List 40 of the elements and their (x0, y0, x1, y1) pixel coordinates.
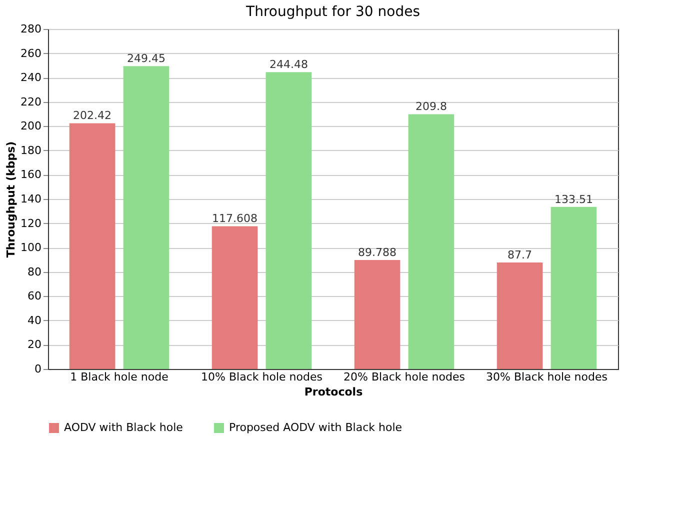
bar (550, 206, 597, 369)
data-label: 87.7 (508, 248, 532, 262)
y-tick-label: 200 (20, 120, 42, 133)
data-label: 244.48 (269, 58, 308, 72)
y-tick-label: 100 (20, 241, 42, 254)
x-tick-label: 30% Black hole nodes (486, 370, 608, 384)
y-tick-label: 140 (20, 192, 42, 206)
y-tick-label: 160 (20, 168, 42, 182)
y-tick-label: 240 (20, 71, 42, 84)
bar (354, 260, 400, 369)
y-tick-label: 60 (28, 290, 42, 303)
y-tick-label: 40 (28, 314, 42, 327)
legend-label: Proposed AODV with Black hole (229, 421, 402, 434)
data-label: 89.788 (358, 246, 397, 259)
x-tick-label: 10% Black hole nodes (201, 370, 323, 384)
chart-title: Throughput for 30 nodes (245, 4, 420, 20)
data-label: 249.45 (126, 52, 166, 66)
y-axis-title: Throughput (kbps) (4, 141, 18, 258)
y-tick-label: 20 (28, 338, 42, 352)
bar (123, 66, 170, 369)
y-tick-label: 280 (20, 22, 42, 36)
data-label: 209.8 (415, 100, 447, 114)
x-tick-label: 1 Black hole node (70, 370, 169, 384)
bar (266, 72, 312, 369)
x-axis-title: Protocols (304, 386, 364, 398)
legend-label: AODV with Black hole (64, 421, 184, 434)
bar (212, 226, 258, 369)
y-tick-label: 120 (20, 216, 42, 230)
y-tick-label: 260 (20, 46, 42, 60)
data-label: 202.42 (73, 109, 112, 122)
data-label: 133.51 (554, 192, 593, 206)
y-tick-label: 220 (20, 95, 42, 108)
y-tick-label: 0 (34, 362, 42, 376)
bar (69, 123, 116, 369)
y-tick-label: 80 (28, 265, 42, 278)
y-tick-label: 180 (20, 144, 42, 157)
x-tick-label: 20% Black hole nodes (344, 370, 466, 384)
bar (408, 114, 454, 369)
bar (496, 262, 543, 369)
data-label: 117.608 (212, 212, 258, 226)
